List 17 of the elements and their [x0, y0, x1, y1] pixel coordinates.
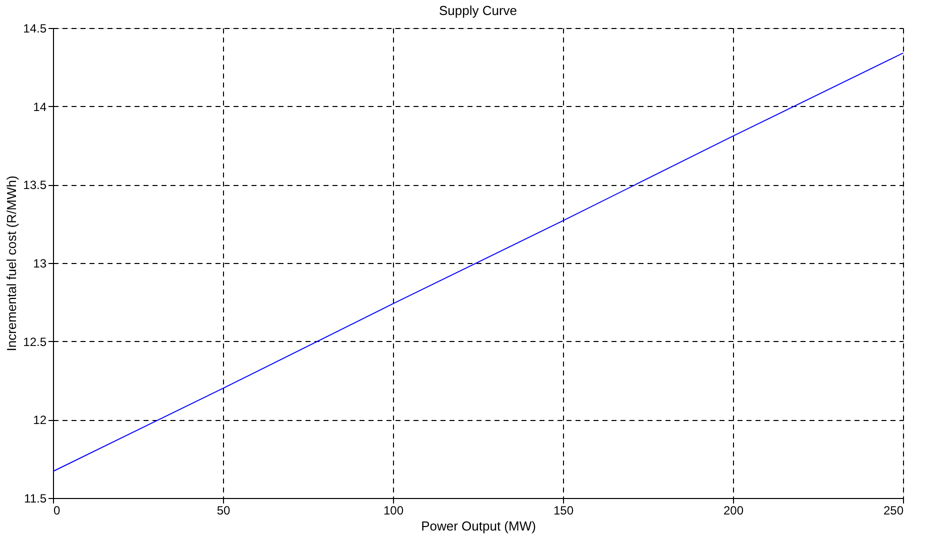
x-tick-label: 0 — [54, 504, 60, 518]
y-tick-label: 14 — [33, 100, 47, 114]
x-tick-label: 100 — [383, 504, 404, 518]
x-axis-title: Power Output (MW) — [421, 518, 536, 534]
y-tick-label: 12.5 — [23, 334, 47, 349]
y-tick-label: 14.5 — [23, 22, 47, 36]
y-tick-label: 13.5 — [23, 178, 47, 192]
y-tick-label: 11.5 — [24, 492, 47, 506]
line-series — [52, 52, 904, 472]
y-axis-title: Incremental fuel cost (R/MWh) — [4, 176, 20, 352]
x-tick-label: 50 — [216, 504, 230, 518]
x-tick-label: 250 — [883, 504, 904, 518]
y-tick-label: 13 — [33, 256, 47, 270]
chart-title: Supply Curve — [438, 3, 518, 18]
y-tick-label: 12 — [33, 413, 47, 428]
x-tick-label: 150 — [553, 504, 574, 518]
x-tick-label: 200 — [723, 504, 744, 518]
